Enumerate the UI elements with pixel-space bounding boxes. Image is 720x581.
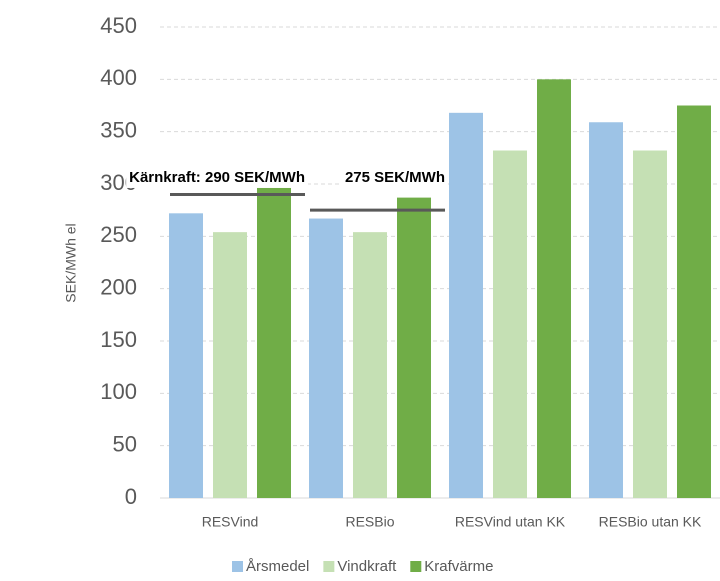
y-tick-label: 400 [100,65,137,90]
bar [449,112,483,499]
y-tick-label: 150 [100,327,137,352]
x-tick-label: RESBio utan KK [599,514,702,530]
bar [213,232,247,498]
bar [169,213,203,498]
x-tick-label: RESBio [345,514,394,530]
y-tick-label: 50 [113,431,137,456]
bar [397,197,431,498]
legend-swatch [232,561,243,572]
bar [537,79,571,498]
y-tick-label: 250 [100,222,137,247]
y-tick-label: 350 [100,117,137,142]
legend-label: Årsmedel [246,558,309,575]
x-tick-label: RESVind utan KK [455,514,566,530]
annotation-background [126,166,308,188]
annotation-background [341,166,448,188]
annotation: Kärnkraft: 290 SEK/MWh [129,169,305,186]
legend-swatch [410,561,422,572]
annotation: 275 SEK/MWh [345,169,445,186]
bar [493,150,527,499]
legend-swatch [323,561,335,572]
bar [353,232,387,498]
y-axis-label: SEK/MWh el [63,223,79,302]
y-tick-label: 200 [100,274,137,299]
x-tick-label: RESVind [202,514,259,530]
y-tick-label: 100 [100,379,137,404]
y-tick-label: 0 [125,484,137,509]
legend-label: Vindkraft [337,558,397,575]
bar [677,105,711,498]
legend-label: Krafvärme [424,558,493,575]
bar [589,122,623,498]
y-tick-label: 450 [100,13,137,38]
bar [633,150,667,499]
bar [309,218,343,499]
bar [257,177,291,498]
